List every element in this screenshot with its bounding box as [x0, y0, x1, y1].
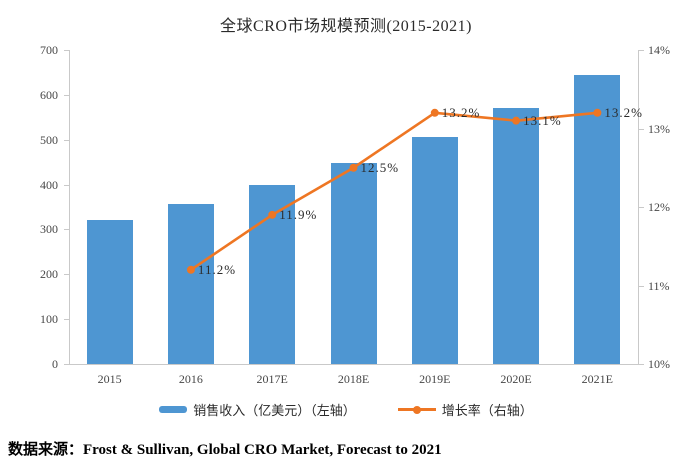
- x-axis-category-label: 2018E: [337, 372, 370, 386]
- y-axis-right-tick-label: 12%: [648, 200, 670, 214]
- y-axis-right-tick-label: 10%: [648, 357, 670, 371]
- bar-2015: [86, 220, 133, 364]
- x-axis-category-label: 2019E: [419, 372, 451, 386]
- y-axis-left-tick-label: 500: [40, 132, 58, 147]
- chart-title: 全球CRO市场规模预测(2015-2021): [220, 18, 472, 35]
- bar-2016: [167, 204, 214, 364]
- bar-2019E: [411, 137, 458, 364]
- bar-2020E: [493, 108, 540, 364]
- x-axis-category-label: 2016: [178, 372, 203, 386]
- legend-item-label: 增长率（右轴）: [441, 402, 533, 418]
- line-point-label-2019E: 13.2%: [441, 104, 481, 120]
- y-axis-left-tick: [64, 229, 69, 231]
- y-axis-right-line: [638, 50, 639, 364]
- line-point-label-2017E: 11.9%: [279, 206, 318, 222]
- bar-2018E: [330, 163, 377, 364]
- y-axis-right-tick: [639, 50, 644, 51]
- y-axis-left-tick: [64, 50, 69, 51]
- x-axis-category-label: 2017E: [256, 372, 288, 386]
- y-axis-left-tick: [64, 184, 69, 186]
- y-axis-right-tick: [639, 128, 644, 130]
- y-axis-left-tick-label: 400: [40, 177, 58, 192]
- source-note: 数据来源：Frost & Sullivan, Global CRO Market…: [8, 442, 442, 458]
- line-point-label-2018E: 12.5%: [360, 159, 400, 175]
- x-axis-category-label: 2021E: [581, 372, 614, 386]
- y-axis-left-tick-label: 100: [40, 312, 58, 327]
- y-axis-left-tick-label: 200: [40, 267, 58, 282]
- legend-item: 增长率（右轴）: [397, 400, 533, 419]
- legend-bar-swatch-icon: [159, 405, 188, 413]
- line-point-label-2016: 11.2%: [197, 261, 237, 277]
- legend-line-marker: [412, 405, 421, 414]
- legend-line-dot-icon: [397, 404, 436, 414]
- line-point-label-2020E: 13.1%: [523, 112, 562, 128]
- legend-item-label: 销售收入（亿美元）（左轴）: [193, 402, 356, 418]
- x-axis-line: [69, 364, 639, 365]
- x-axis-category-label: 2020E: [500, 372, 532, 386]
- line-point-label-2021E: 13.2%: [604, 104, 643, 120]
- y-axis-right-tick: [639, 285, 644, 287]
- legend: 销售收入（亿美元）（左轴） 增长率（右轴）: [0, 398, 692, 420]
- y-axis-left-tick: [64, 139, 69, 141]
- y-axis-left-tick: [64, 274, 69, 276]
- y-axis-right-tick-label: 14%: [648, 43, 670, 57]
- y-axis-right-tick: [639, 207, 644, 208]
- y-axis-left-tick-label: 300: [40, 222, 58, 237]
- y-axis-right-tick-label: 13%: [648, 121, 670, 136]
- y-axis-left-tick-label: 600: [40, 87, 58, 102]
- line-marker-2019E: [430, 108, 439, 117]
- x-axis-category-label: 2015: [97, 372, 122, 386]
- y-axis-left-line: [69, 50, 70, 364]
- y-axis-left-tick: [64, 94, 69, 96]
- y-axis-left-tick: [64, 364, 69, 365]
- y-axis-left-tick: [64, 319, 69, 321]
- y-axis-left-tick-label: 700: [40, 43, 58, 57]
- y-axis-right-tick-label: 11%: [648, 278, 670, 293]
- y-axis-left-tick-label: 0: [52, 357, 58, 371]
- y-axis-right-tick: [639, 364, 644, 365]
- legend-item: 销售收入（亿美元）（左轴）: [159, 400, 356, 419]
